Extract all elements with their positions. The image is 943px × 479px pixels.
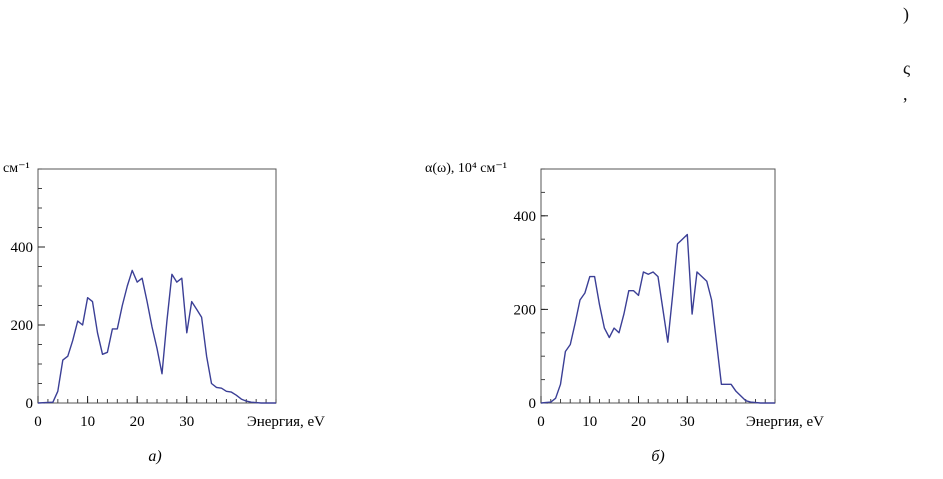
y-axis-label: см⁻¹ <box>3 161 30 176</box>
plot-frame <box>540 168 776 404</box>
y-tick-label: 200 <box>11 318 34 334</box>
chart-panel-1: 0 200 400 0 10 20 30 α(ω), 10⁴ см⁻¹ Энергия, eV б… <box>425 161 824 465</box>
series-line <box>37 269 276 404</box>
x-tick-label: 0 <box>34 414 42 430</box>
x-tick-label: 20 <box>631 414 646 430</box>
x-tick-label: 10 <box>80 414 95 430</box>
plot-frame <box>37 168 277 404</box>
y-tick-label: 0 <box>529 396 537 412</box>
x-tick-label: 30 <box>179 414 194 430</box>
text-fragment: ς <box>903 58 911 78</box>
text-fragment: , <box>903 84 908 104</box>
y-tick-label: 0 <box>26 396 34 412</box>
y-axis-label: α(ω), 10⁴ см⁻¹ <box>425 161 507 176</box>
panel-caption: а) <box>148 448 161 465</box>
series-line <box>540 233 775 404</box>
x-tick-label: 20 <box>130 414 145 430</box>
x-axis-label: Энергия, eV <box>247 414 325 430</box>
x-tick-label: 10 <box>582 414 597 430</box>
panel-caption: б) <box>651 448 664 465</box>
y-tick-label: 200 <box>514 302 537 318</box>
x-tick-label: 0 <box>537 414 545 430</box>
x-axis-label: Энергия, eV <box>746 414 824 430</box>
x-tick-label: 30 <box>680 414 695 430</box>
y-tick-label: 400 <box>514 209 537 225</box>
y-tick-label: 400 <box>11 240 34 256</box>
chart-panel-0: 0 200 400 0 10 20 30 см⁻¹ Энергия, eV а) <box>3 161 325 465</box>
text-fragment: ) <box>903 4 909 24</box>
